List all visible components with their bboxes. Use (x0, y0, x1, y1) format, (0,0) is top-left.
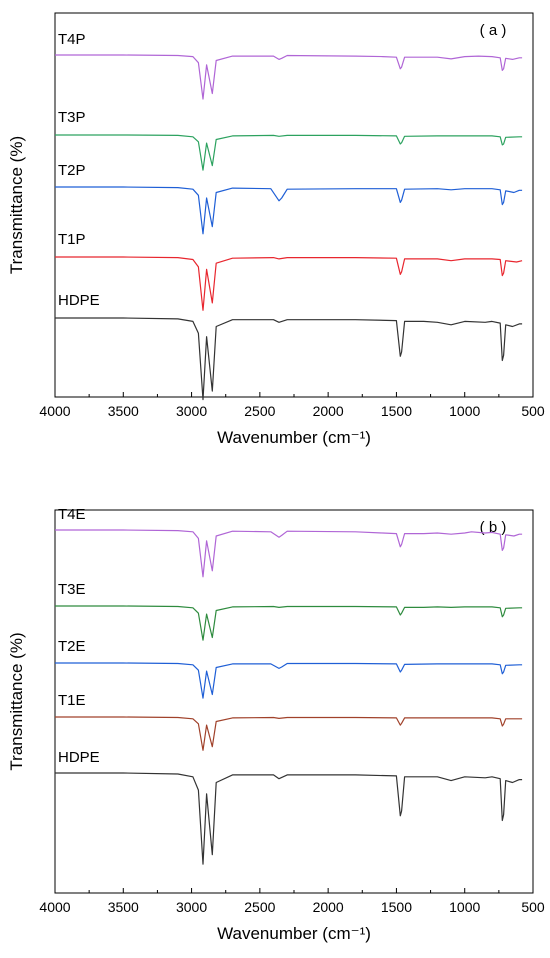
series-label-t4p: T4P (58, 31, 86, 48)
x-axis-label: Wavenumber (cm⁻¹) (217, 428, 371, 447)
x-tick-label: 500 (521, 899, 545, 915)
x-tick-label: 1500 (381, 403, 412, 419)
plot-frame (54, 509, 534, 894)
x-tick-label: 3000 (176, 899, 207, 915)
series-line-hdpe (55, 317, 523, 401)
series-line-t1e (55, 716, 523, 751)
plot-frame (54, 12, 534, 398)
series-line-t4e (55, 529, 523, 578)
series-label-t2p: T2P (58, 162, 86, 179)
series-label-t4e: T4E (58, 506, 86, 523)
x-tick-label: 1000 (449, 403, 480, 419)
x-tick-label: 2000 (313, 403, 344, 419)
panel-tag: ( b ) (480, 519, 507, 536)
x-tick-label: 1500 (381, 899, 412, 915)
series-line-t1p (55, 256, 523, 311)
series-label-hdpe: HDPE (58, 749, 100, 766)
series-line-t4p (55, 54, 523, 100)
series-line-hdpe (55, 772, 523, 865)
x-tick-label: 3500 (108, 403, 139, 419)
series-label-t1p: T1P (58, 231, 86, 248)
y-axis-label: Transmittance (%) (7, 136, 26, 274)
panel-tag: ( a ) (480, 22, 507, 39)
y-axis-label: Transmittance (%) (7, 632, 26, 770)
x-tick-label: 2500 (244, 899, 275, 915)
x-tick-label: 4000 (39, 403, 70, 419)
series-line-t2p (55, 186, 523, 235)
x-tick-label: 4000 (39, 899, 70, 915)
series-line-t3e (55, 605, 523, 641)
series-label-t3e: T3E (58, 581, 86, 598)
series-label-hdpe: HDPE (58, 292, 100, 309)
x-tick-label: 2500 (244, 403, 275, 419)
panel-a: 4000 3500 3000 2500 2000 1500 1000 500 Wavenumbe… (7, 12, 545, 447)
series-label-t1e: T1E (58, 692, 86, 709)
x-tick-label: 3500 (108, 899, 139, 915)
series-line-t3p (55, 134, 523, 171)
x-tick-label: 1000 (449, 899, 480, 915)
x-tick-label: 500 (521, 403, 545, 419)
series-label-t2e: T2E (58, 638, 86, 655)
x-tick-label: 2000 (313, 899, 344, 915)
panel-b: 4000 3500 3000 2500 2000 1500 1000 500 Wavenumbe… (7, 506, 545, 943)
series-label-t3p: T3P (58, 109, 86, 126)
x-axis-label: Wavenumber (cm⁻¹) (217, 924, 371, 943)
series-line-t2e (55, 662, 523, 699)
x-tick-label: 3000 (176, 403, 207, 419)
